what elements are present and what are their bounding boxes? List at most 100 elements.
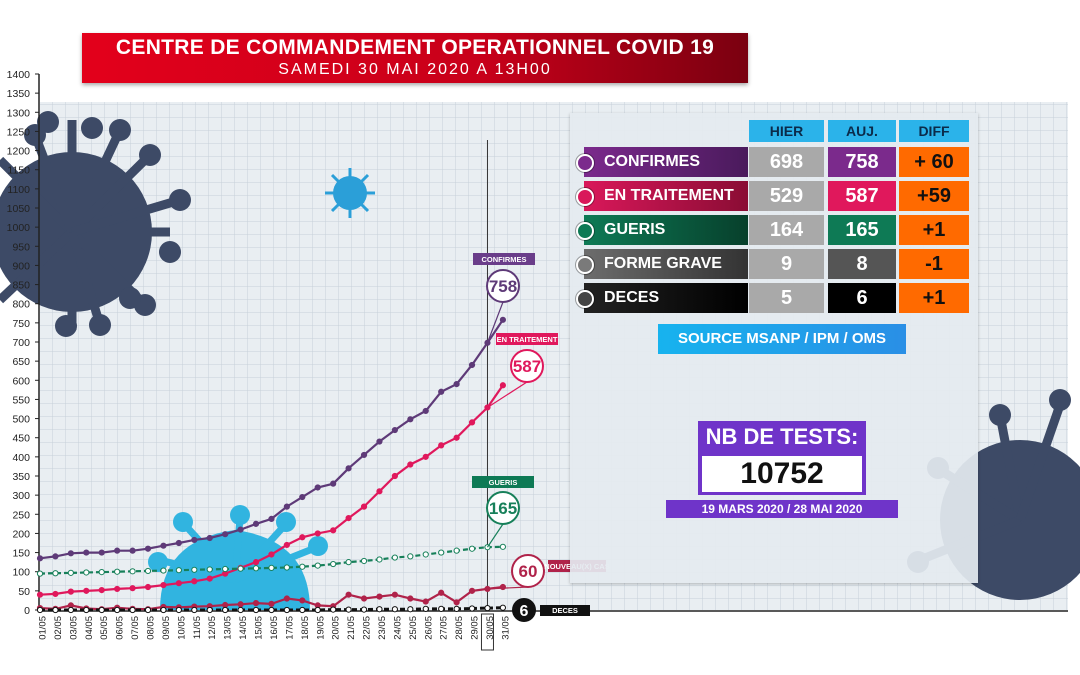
y-tick-label: 1250 [7,126,31,138]
y-tick-label: 1350 [7,88,31,100]
row-auj: 6 [828,283,896,313]
data-point [376,593,383,600]
callout: 758 CONFIRMES [473,253,535,343]
data-point [345,465,352,472]
data-point [360,557,368,565]
data-point [206,575,213,582]
callout-pointer [487,381,528,408]
row-diff: +59 [899,181,969,211]
legend-dot [576,188,594,206]
data-point [222,601,229,609]
data-point [67,569,74,576]
data-point [268,564,275,571]
x-tick-label: 14/05 [238,616,249,640]
data-point [144,545,152,552]
source-label: SOURCE MSANP / IPM / OMS [658,324,906,354]
x-tick-label: 01/05 [38,616,49,640]
data-point [468,419,476,426]
data-point [407,461,414,468]
data-point [160,567,167,574]
data-point [360,606,368,613]
x-tick-label: 15/05 [254,616,265,640]
data-point [376,438,383,445]
data-point [299,534,306,541]
callout-label-bg [540,605,590,616]
x-tick-label: 28/05 [454,616,465,640]
data-point [453,434,460,441]
stats-row-deces: DECES 5 6 +1 [572,283,972,313]
callout-bubble [512,598,536,622]
row-auj: 8 [828,249,896,279]
data-point [422,598,429,605]
x-tick-label: 22/05 [362,616,373,640]
data-point [330,606,337,613]
data-point [206,606,213,614]
data-point [191,578,198,585]
row-label: CONFIRMES [584,147,748,177]
y-tick-label: 1100 [7,184,30,196]
x-tick-label: 30/05 [485,616,496,640]
callout-label-bg [496,333,558,345]
data-point [268,600,275,607]
data-point [299,597,306,604]
data-point [191,566,198,573]
data-point [283,564,290,571]
data-point [67,588,74,595]
callout-bubble [486,269,520,303]
y-tick-label: 600 [12,375,30,387]
tests-title: NB DE TESTS: [698,421,866,453]
x-tick-label: 04/05 [84,616,95,640]
row-label: GUERIS [584,215,748,245]
callout-bubble [486,491,520,525]
callout-label: DECES [552,606,578,615]
tests-value-box: 10752 [698,453,866,495]
y-tick-label: 1200 [7,146,31,158]
data-point [453,547,460,554]
row-diff: +1 [899,215,969,245]
y-tick-label: 750 [12,318,30,330]
callout-label-bg [472,476,534,488]
data-point [52,590,59,598]
data-point [499,382,506,389]
stats-row-gueris: GUERIS 164 165 +1 [572,215,972,245]
y-tick-label: 850 [12,280,30,292]
data-point [345,606,352,613]
data-point [299,493,306,501]
callout-bubble [511,554,545,588]
row-auj: 758 [828,147,896,177]
data-point [330,560,337,568]
row-diff: + 60 [899,147,969,177]
x-tick-label: 05/05 [99,616,110,640]
data-point [283,503,290,510]
col-header-diff: DIFF [899,120,969,142]
stats-row-confirmes: CONFIRMES 698 758 + 60 [572,147,972,177]
data-point [283,606,290,614]
y-tick-label: 1050 [7,203,31,215]
row-hier: 698 [749,147,824,177]
callout-value: 6 [520,603,529,620]
row-label: DECES [584,283,748,313]
data-point [144,583,152,591]
x-tick-label: 03/05 [68,616,79,640]
x-tick-label: 19/05 [315,616,326,640]
y-tick-label: 1150 [7,165,30,177]
data-point [438,549,445,556]
legend-dot [576,290,594,308]
data-point [191,606,198,614]
data-point [407,606,414,613]
row-diff: -1 [899,249,969,279]
col-header-auj: AUJ. [828,120,896,142]
y-tick-label: 900 [12,260,30,272]
data-point [376,606,383,613]
data-point [499,543,506,550]
data-point [484,604,491,612]
y-tick-label: 100 [12,567,30,579]
y-tick-label: 300 [12,490,30,502]
data-point [206,534,213,542]
data-point [376,556,383,563]
callout: 587 EN TRAITEMENT [487,333,558,408]
x-highlight-box [480,613,494,651]
data-point [407,416,414,423]
data-point [36,606,44,614]
row-auj: 165 [828,215,896,245]
